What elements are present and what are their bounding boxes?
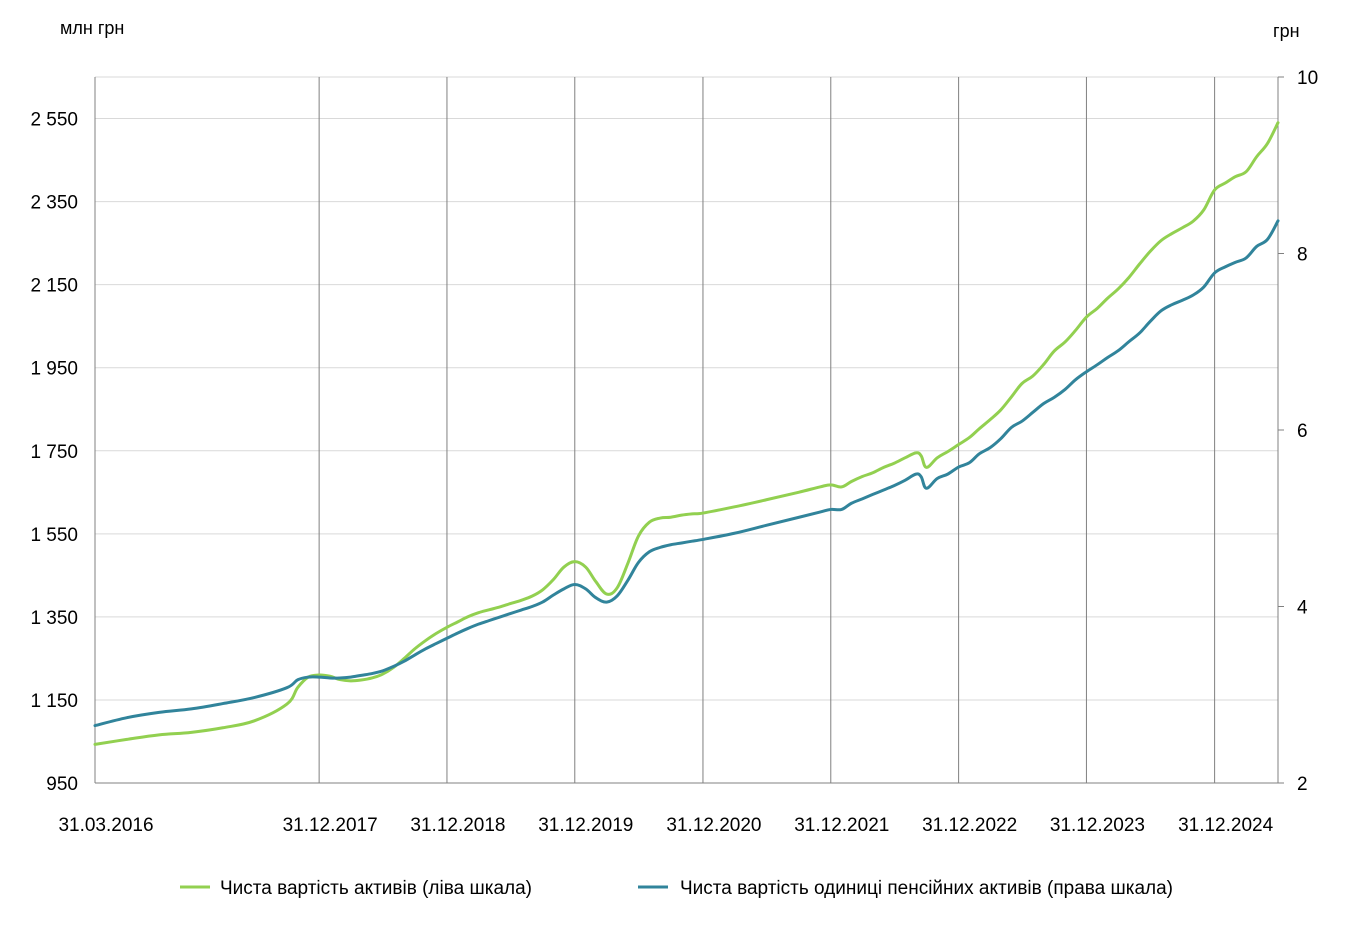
left-tick-label-1: 1 150 <box>30 691 78 712</box>
x-tick-label-6: 31.12.2022 <box>922 815 1017 836</box>
legend-label-1: Чиста вартість одиниці пенсійних активів… <box>680 878 1173 899</box>
x-tick-label-5: 31.12.2021 <box>794 815 889 836</box>
left-tick-label-5: 1 950 <box>30 359 78 380</box>
x-tick-label-7: 31.12.2023 <box>1050 815 1145 836</box>
x-tick-label-8: 31.12.2024 <box>1178 815 1274 836</box>
axes <box>94 76 1284 784</box>
left-tick-label-0: 950 <box>46 774 78 795</box>
series-line-1 <box>93 219 1280 728</box>
left-tick-label-2: 1 350 <box>30 608 78 629</box>
right-tick-label-2: 6 <box>1297 421 1308 442</box>
right-tick-label-3: 8 <box>1297 245 1308 266</box>
horizontal-gridlines <box>95 76 1278 784</box>
right-axis-unit-label: грн <box>1273 21 1300 41</box>
right-tick-label-4: 10 <box>1297 68 1318 89</box>
x-axis-tick-labels: 31.03.2016 31.12.2017 31.12.2018 31.12.2019… <box>58 815 1273 836</box>
right-tick-label-0: 2 <box>1297 774 1308 795</box>
left-tick-label-7: 2 350 <box>30 193 78 214</box>
legend: Чиста вартість активів (ліва шкала) Чиста… <box>180 878 1173 899</box>
x-tick-label-0: 31.03.2016 <box>58 815 153 836</box>
vertical-gridlines <box>318 77 1216 783</box>
x-tick-label-3: 31.12.2019 <box>538 815 633 836</box>
left-axis-unit-label: млн грн <box>60 18 124 38</box>
legend-label-0: Чиста вартість активів (ліва шкала) <box>220 878 532 899</box>
left-tick-label-3: 1 550 <box>30 525 78 546</box>
series-layer <box>93 121 1280 746</box>
left-tick-label-6: 2 150 <box>30 276 78 297</box>
x-tick-label-1: 31.12.2017 <box>283 815 378 836</box>
series-line-0 <box>93 121 1280 746</box>
right-tick-label-1: 4 <box>1297 598 1308 619</box>
x-tick-label-4: 31.12.2020 <box>666 815 761 836</box>
left-tick-label-8: 2 550 <box>30 110 78 131</box>
left-tick-label-4: 1 750 <box>30 442 78 463</box>
x-tick-label-2: 31.12.2018 <box>410 815 505 836</box>
right-axis-tick-labels: 2 4 6 8 10 <box>1297 68 1318 795</box>
left-axis-tick-labels: 950 1 150 1 350 1 550 1 750 1 950 2 150 2 350 2 … <box>30 110 78 795</box>
